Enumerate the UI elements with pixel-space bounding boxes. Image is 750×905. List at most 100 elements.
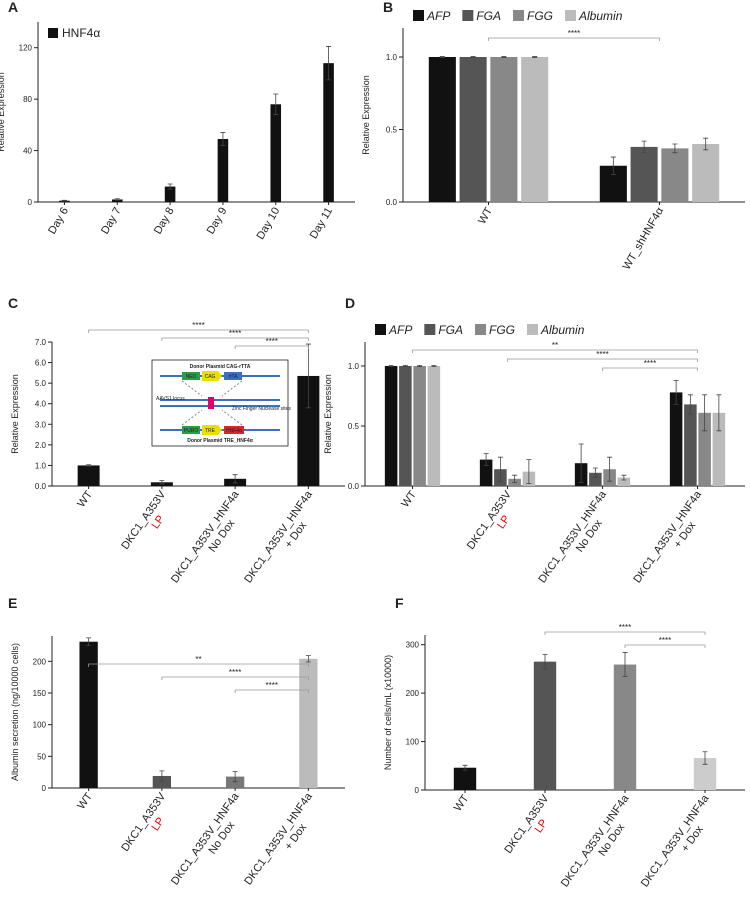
y-axis-label: Relative Expression [361, 75, 371, 155]
error-bar [607, 456, 613, 482]
error-bar [220, 132, 226, 146]
significance-bracket [234, 345, 309, 349]
x-tick-label: WT [452, 793, 472, 814]
inset-dash [181, 380, 203, 397]
legend-swatch [375, 324, 386, 335]
error-bar [526, 459, 532, 484]
x-tick-label-line: WT [399, 489, 419, 510]
error-bar [61, 199, 67, 202]
y-tick-label: 7.0 [35, 338, 47, 347]
y-tick-label: 4.0 [35, 400, 47, 409]
legend-label: FGA [438, 323, 463, 337]
x-tick-label-line: DKC1_A353V_HNF4a [536, 488, 609, 585]
inset-arrow [202, 425, 222, 435]
y-tick-label: 100 [33, 721, 47, 730]
significance-bracket [161, 337, 309, 341]
y-tick-label: 5.0 [35, 379, 47, 388]
bar [613, 664, 637, 790]
panel-letter: E [8, 595, 17, 611]
error-bar [439, 56, 445, 58]
y-axis-label: Relative Expression [0, 72, 6, 152]
error-bar [673, 380, 679, 405]
y-axis-label: Number of cells/mL (x10000) [383, 655, 393, 770]
y-tick-label: 0 [415, 786, 420, 795]
y-tick-label: 120 [19, 44, 33, 53]
error-bar [716, 394, 722, 432]
panel-letter: D [345, 295, 355, 311]
error-bar [86, 464, 92, 467]
x-tick-label: DKC1_A353V_HNF4aNo Dox [559, 792, 643, 897]
x-tick-label: DKC1_A353V_HNF4aNo Dox [536, 488, 620, 593]
inset-label: CAG [205, 374, 216, 380]
x-tick-label: DKC1_A353V_HNF4aNo Dox [169, 790, 253, 895]
error-bar [641, 140, 647, 154]
x-tick-label: Day 11 [308, 206, 335, 241]
legend-label: AFP [388, 323, 412, 337]
inset-box [224, 426, 244, 434]
bar [589, 472, 602, 486]
inset-zfn [208, 397, 214, 409]
significance-label: **** [229, 668, 241, 677]
x-tick-label: WT [476, 205, 495, 226]
error-bar [402, 365, 408, 367]
error-bar [159, 480, 165, 485]
x-tick-label: Day 10 [255, 206, 283, 242]
inset-dash [181, 409, 203, 426]
error-bar [622, 652, 628, 678]
error-bar [305, 655, 311, 663]
significance-bracket [88, 329, 309, 333]
bar [217, 139, 229, 202]
x-tick-label-line: WT [75, 791, 95, 812]
y-tick-label: 200 [33, 657, 47, 666]
y-tick-label: 1.0 [35, 461, 47, 470]
bar [164, 186, 176, 202]
bar [323, 63, 334, 203]
significance-label: **** [659, 636, 671, 645]
error-bar [672, 143, 678, 154]
y-tick-label: 300 [406, 641, 420, 650]
y-tick-label: 6.0 [35, 359, 47, 368]
bar [698, 412, 711, 486]
bar [152, 775, 172, 788]
error-bar [501, 56, 507, 58]
legend-label: FGG [527, 9, 553, 23]
significance-bracket [161, 676, 309, 680]
error-bar [610, 156, 616, 175]
inset-label: NEO [186, 374, 197, 380]
inset-box [224, 372, 242, 380]
x-tick-label: DKC1_A353V_HNF4aNo Dox [169, 488, 253, 593]
legend-swatch [475, 324, 487, 335]
error-bar [512, 474, 518, 483]
error-bar [702, 394, 708, 432]
error-bar [703, 137, 709, 151]
x-tick-label-line: Day 8 [152, 206, 177, 237]
x-tick-label: Day 8 [152, 206, 177, 237]
inset-title: Donor Plasmid CAG-rTTA [190, 364, 251, 370]
y-axis-label: Relative Expression [323, 374, 333, 454]
legend-label: AFP [426, 9, 450, 23]
x-tick-label: DKC1_A353V_HNF4a+ Dox [639, 792, 723, 897]
x-tick-label-line: Day 9 [205, 206, 230, 237]
x-tick-label-line: WT [452, 793, 472, 814]
significance-bracket [544, 631, 706, 635]
bar [693, 758, 717, 790]
legend-swatch [413, 10, 424, 21]
legend-swatch [462, 10, 474, 21]
x-tick-label-line: DKC1_A353V_HNF4a [169, 488, 242, 585]
significance-label: **** [192, 321, 204, 330]
error-bar [273, 93, 279, 115]
bar [384, 366, 398, 486]
y-tick-label: 0.5 [386, 126, 398, 135]
y-tick-label: 0.0 [35, 482, 47, 491]
legend-swatch [513, 10, 525, 21]
y-tick-label: 100 [406, 738, 420, 747]
x-tick-label-line: WT_shHNF4α [621, 205, 667, 272]
error-bar [532, 56, 538, 58]
x-tick-label: WT_shHNF4α [621, 205, 667, 272]
bar [661, 148, 689, 202]
y-tick-label: 0.5 [348, 422, 360, 431]
inset-box [182, 426, 200, 434]
y-tick-label: 200 [406, 689, 420, 698]
x-tick-label: Day 7 [99, 206, 124, 237]
